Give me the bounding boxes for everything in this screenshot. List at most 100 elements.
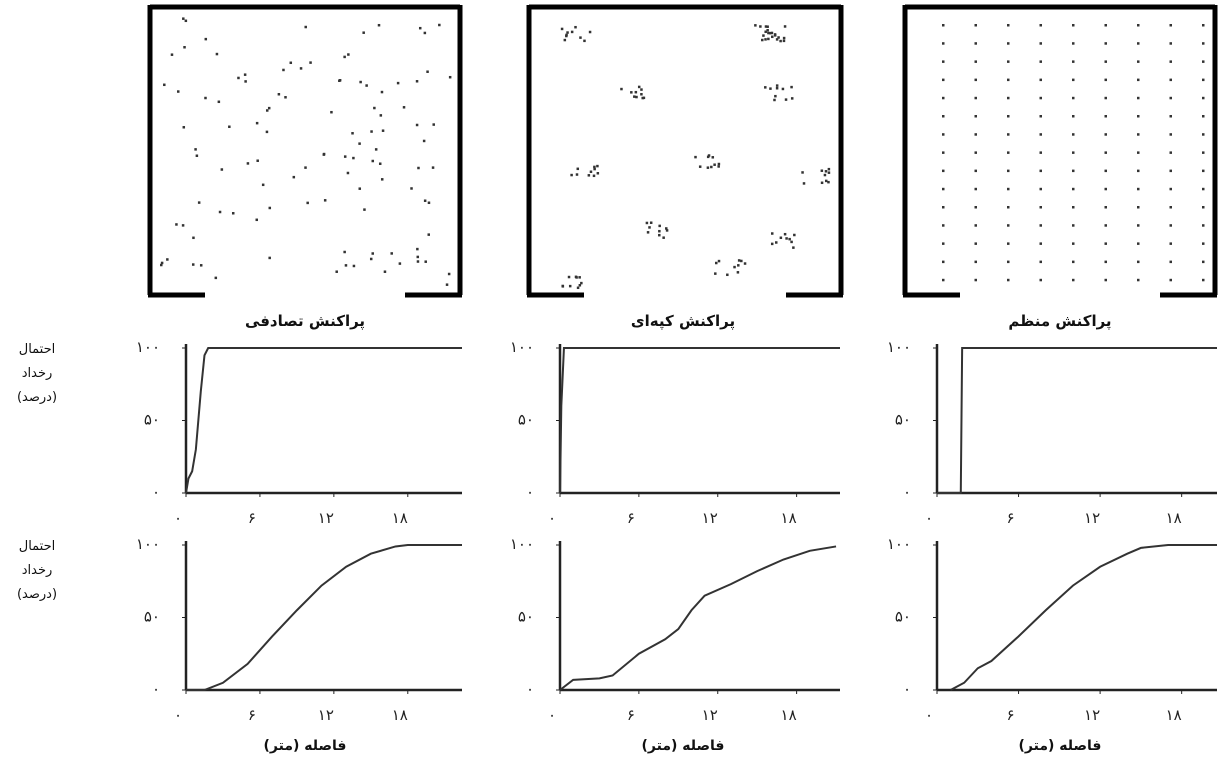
- dot: [268, 206, 272, 210]
- dot: [942, 96, 945, 100]
- line: [937, 347, 1217, 494]
- dot: [777, 36, 780, 39]
- dot: [1137, 60, 1140, 63]
- dot: [565, 33, 568, 37]
- dot: [192, 236, 195, 240]
- y-axis-label: احتمال رخداد (درصد): [16, 342, 58, 405]
- dot: [596, 164, 599, 168]
- dot: [785, 237, 788, 240]
- dot: [827, 167, 831, 171]
- dot: [306, 201, 309, 205]
- dot: [974, 133, 977, 136]
- dot: [1202, 206, 1205, 209]
- x-tick-label: ۱۸: [1166, 509, 1182, 527]
- dot: [359, 80, 362, 84]
- dot: [243, 73, 247, 76]
- x-tick-label: ۱۸: [392, 509, 408, 527]
- y-tick-label: ۱۰۰: [887, 338, 911, 356]
- dot: [1072, 96, 1075, 100]
- y-tick-label: ۵۰: [895, 608, 911, 626]
- line: [559, 545, 837, 691]
- dot: [445, 283, 449, 286]
- line: [185, 347, 462, 494]
- x-tick-label: ۰: [925, 509, 933, 527]
- dot: [1137, 78, 1140, 82]
- dot: [426, 70, 429, 73]
- dot: [217, 100, 221, 104]
- dot: [197, 201, 201, 204]
- dot: [1007, 224, 1010, 227]
- dot: [775, 38, 779, 41]
- dot: [160, 261, 164, 265]
- dot: [1072, 206, 1075, 209]
- dot: [698, 165, 702, 168]
- dot: [587, 174, 591, 177]
- dot: [415, 80, 419, 83]
- dot: [1104, 96, 1107, 100]
- dot: [658, 233, 661, 237]
- dot: [717, 259, 721, 263]
- dot: [1039, 115, 1042, 118]
- x-tick-label: ۱۲: [318, 509, 334, 527]
- dot: [568, 284, 572, 288]
- dot: [424, 260, 427, 263]
- dot: [410, 187, 413, 190]
- dot: [1072, 260, 1075, 264]
- dot: [630, 91, 633, 94]
- dot: [764, 86, 767, 89]
- dot: [770, 232, 774, 235]
- dot: [574, 25, 577, 29]
- dot: [658, 229, 661, 233]
- dot: [1104, 169, 1107, 173]
- x-tick-label: ۱۸: [392, 706, 408, 724]
- dot: [1104, 24, 1107, 27]
- dot: [575, 276, 578, 279]
- dot: [447, 272, 451, 276]
- dot: [801, 171, 804, 174]
- dot: [790, 85, 793, 89]
- dot: [282, 68, 285, 72]
- dot: [335, 270, 338, 273]
- dot: [1072, 169, 1075, 173]
- dot: [1202, 115, 1205, 118]
- dot: [820, 181, 824, 185]
- dot: [974, 187, 977, 191]
- dot: [1104, 42, 1107, 45]
- dot: [371, 159, 375, 163]
- dot: [942, 151, 945, 154]
- x-axis-label: فاصله (متر): [263, 738, 347, 754]
- dot: [974, 242, 977, 245]
- dot: [304, 25, 307, 29]
- dot: [764, 25, 768, 28]
- x-tick-label: ۱۲: [1084, 509, 1100, 527]
- dot: [974, 24, 977, 27]
- dot: [398, 262, 402, 265]
- dot: [1007, 169, 1010, 173]
- dot: [380, 178, 384, 181]
- x-tick-label: ۰: [174, 509, 182, 527]
- dot: [256, 159, 259, 162]
- dot: [641, 96, 644, 100]
- dot: [633, 95, 636, 98]
- dot: [1007, 133, 1010, 136]
- dot: [427, 201, 431, 205]
- dot: [561, 285, 565, 288]
- dot: [1137, 242, 1140, 245]
- dot: [1072, 278, 1075, 282]
- dot: [1039, 42, 1042, 45]
- dot: [1007, 78, 1010, 82]
- dot: [215, 52, 219, 56]
- dot: [1169, 133, 1172, 136]
- dot: [740, 259, 743, 263]
- dot: [1104, 115, 1107, 118]
- dot: [330, 110, 333, 114]
- dot: [277, 93, 281, 96]
- dot: [775, 87, 779, 90]
- dot: [299, 67, 303, 70]
- dot: [567, 275, 571, 279]
- dot: [634, 90, 638, 94]
- y-tick-label: ۱۰۰: [136, 535, 160, 553]
- dot: [1169, 151, 1172, 154]
- dot: [1202, 24, 1205, 27]
